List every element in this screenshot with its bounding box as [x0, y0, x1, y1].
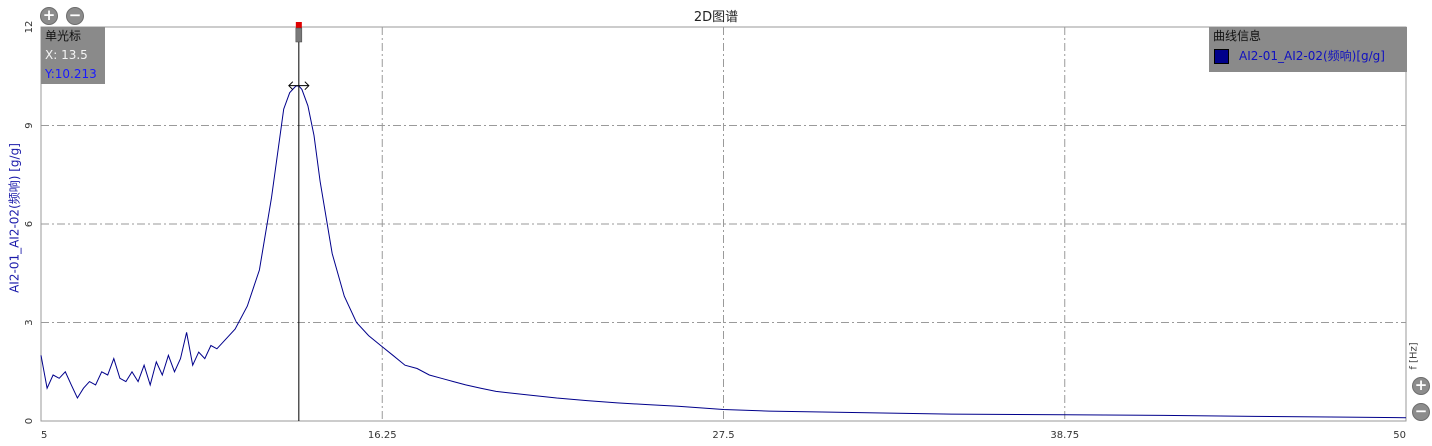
legend-title: 曲线信息 [1213, 29, 1262, 43]
y-tick-label: 0 [24, 418, 35, 424]
x-tick-label: 27.5 [712, 430, 734, 441]
cursor-arrow-left [288, 81, 294, 91]
y-tick-label: 9 [24, 122, 35, 128]
x-tick-label: 50 [1393, 430, 1406, 441]
y-tick-label: 3 [24, 319, 35, 325]
y-tick-label: 6 [24, 221, 35, 227]
x-axis-label: f [Hz] [1408, 342, 1420, 370]
cursor-x-value: X: 13.5 [45, 48, 88, 62]
cursor-arrow-right [304, 81, 310, 91]
chart-title: 2D图谱 [693, 10, 739, 25]
y-tick-label: 12 [24, 21, 35, 34]
zoom-in-icon[interactable]: + [40, 7, 58, 25]
x-zoom-out-icon[interactable]: − [1412, 403, 1430, 421]
legend-entry[interactable]: AI2-01_AI2-02(频响)[g/g] [1213, 45, 1407, 67]
cursor-info-panel: 单光标 X: 13.5 Y:10.213 [41, 27, 105, 84]
cursor-handle [295, 27, 303, 43]
cursor-handle-top [295, 22, 302, 28]
series-line-0 [40, 85, 1407, 419]
zoom-out-icon[interactable]: − [66, 7, 84, 25]
legend-entry-label: AI2-01_AI2-02(频响)[g/g] [1239, 49, 1385, 63]
x-tick-label: 16.25 [368, 430, 397, 441]
legend-panel: 曲线信息 AI2-01_AI2-02(频响)[g/g] [1209, 27, 1407, 72]
cursor-info-title: 单光标 [45, 29, 82, 43]
x-tick-label: 5 [41, 430, 47, 441]
cursor-y-value: Y:10.213 [45, 67, 97, 81]
x-zoom-in-icon[interactable]: + [1412, 377, 1430, 395]
x-tick-label: 38.75 [1050, 430, 1079, 441]
y-axis-label: AI2-01_AI2-02(频响) [g/g] [7, 143, 22, 293]
legend-swatch [1214, 48, 1229, 64]
